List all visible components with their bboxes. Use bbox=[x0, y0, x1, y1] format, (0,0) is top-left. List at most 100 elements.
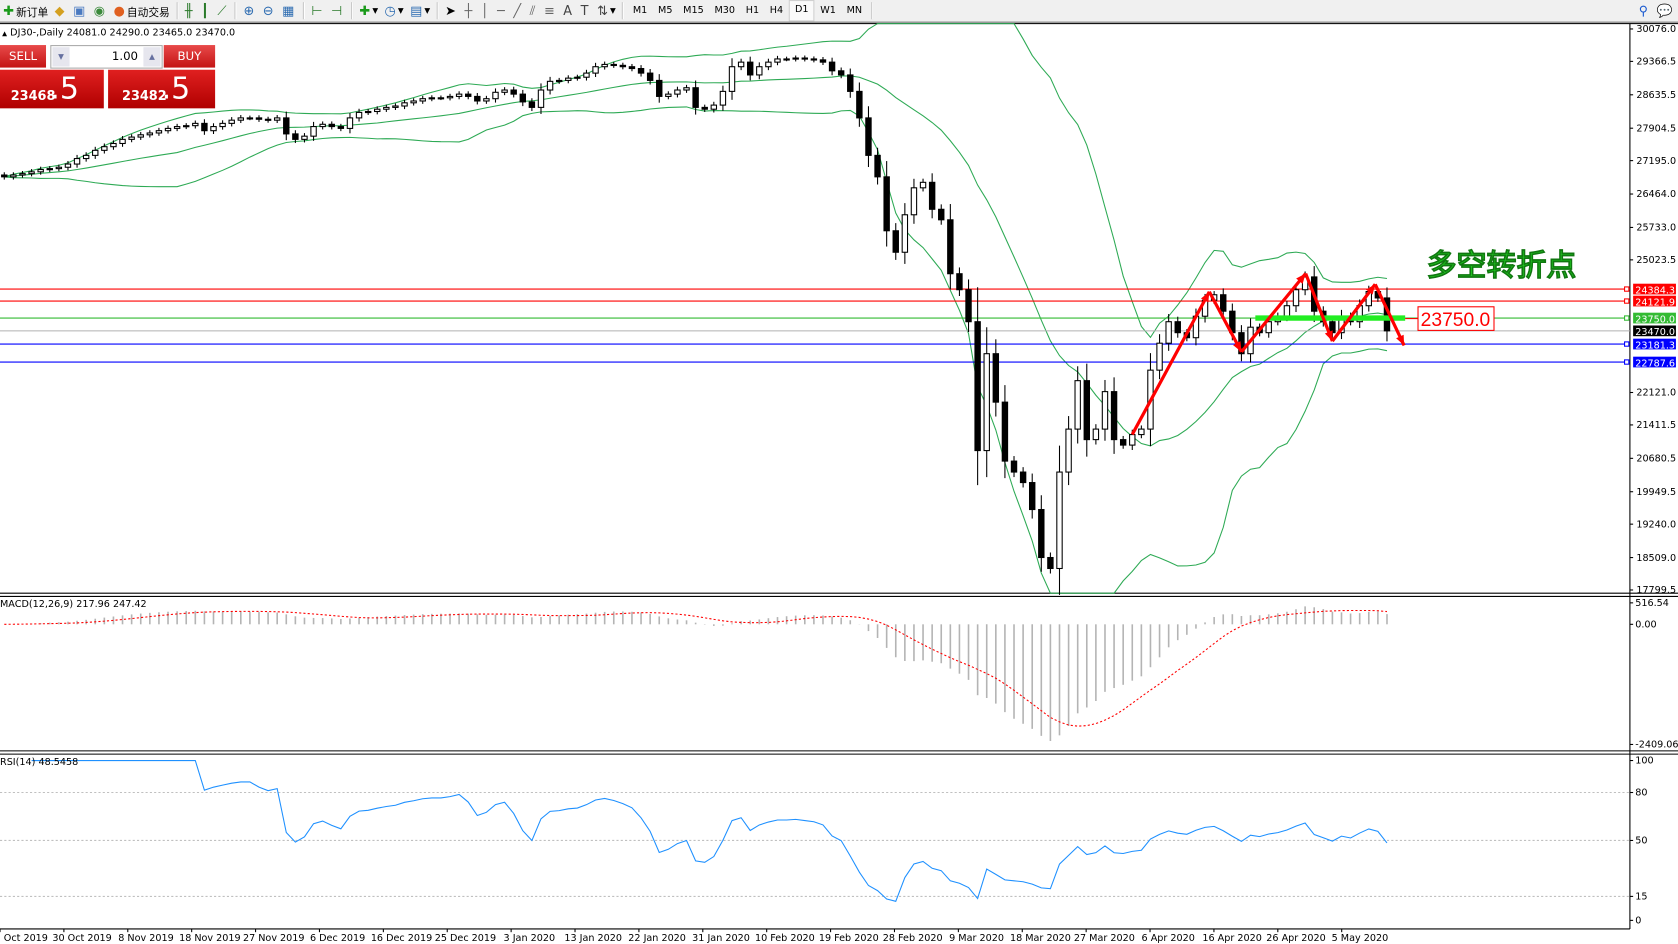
zoom-in-button[interactable]: ⊕ bbox=[240, 1, 259, 20]
candle-bull bbox=[1065, 428, 1072, 473]
buy-price-box[interactable]: 23482 .5 bbox=[108, 69, 216, 109]
lot-decrease-button[interactable]: ▼ bbox=[52, 47, 70, 67]
vertical-line-icon: │ bbox=[480, 3, 489, 19]
timeframe-m30[interactable]: M30 bbox=[714, 5, 736, 17]
navigator-button[interactable]: ▣ bbox=[70, 1, 91, 20]
candle-bull bbox=[210, 126, 217, 132]
candle-bull bbox=[310, 126, 317, 137]
crosshair-button[interactable]: ┼ bbox=[461, 1, 477, 20]
candle-bear bbox=[1001, 401, 1009, 462]
fibonacci-button[interactable]: ≡ bbox=[541, 1, 560, 20]
timeframe-m15[interactable]: M15 bbox=[683, 5, 704, 17]
tile-windows-button[interactable]: ▦ bbox=[279, 1, 300, 20]
buy-button[interactable]: BUY bbox=[163, 45, 216, 68]
candle-bull bbox=[92, 149, 99, 156]
candle-bear bbox=[837, 70, 845, 76]
candle-bull bbox=[73, 158, 81, 165]
candle-bull bbox=[483, 98, 490, 102]
zoom-out-button[interactable]: ⊖ bbox=[260, 1, 279, 20]
candle-bear bbox=[1028, 482, 1036, 511]
market-watch-button[interactable]: ◆ bbox=[51, 1, 69, 20]
candle-bull bbox=[1156, 342, 1163, 371]
trendline-button[interactable]: ╱ bbox=[510, 1, 526, 20]
candle-bear bbox=[828, 61, 836, 72]
candle-bear bbox=[892, 230, 899, 253]
lot-size-input[interactable]: ▼ 1.00 ▲ bbox=[50, 45, 163, 69]
arrow-head-icon bbox=[1296, 273, 1306, 284]
divider bbox=[436, 2, 439, 20]
candle-bull bbox=[146, 132, 154, 136]
time-axis-label: 26 Apr 2020 bbox=[1266, 933, 1325, 944]
level-handle bbox=[1624, 315, 1630, 321]
macd-signal-line bbox=[4, 609, 1388, 727]
arrows-button[interactable]: ⇅ ▼ bbox=[597, 3, 616, 19]
bar-chart-button[interactable]: ╫ bbox=[182, 1, 198, 20]
line-chart-button[interactable]: ⟋ bbox=[214, 1, 232, 20]
vertical-line-button[interactable]: │ bbox=[478, 1, 494, 20]
cursor-button[interactable]: ➤ bbox=[442, 1, 461, 20]
candle-bear bbox=[328, 123, 335, 128]
text-button[interactable]: A bbox=[560, 1, 577, 20]
level-price-tag bbox=[1633, 338, 1676, 350]
bollinger-middle-band bbox=[4, 75, 1388, 447]
time-axis-label: 27 Nov 2019 bbox=[243, 933, 305, 944]
chart-shift-button[interactable]: ⊣ bbox=[328, 1, 348, 20]
annotation-title[interactable]: 多空转折点 bbox=[1426, 248, 1577, 284]
equidistant-channel-button[interactable]: ⫽ bbox=[526, 1, 540, 20]
rsi-axis-label: 15 bbox=[1635, 892, 1647, 903]
candle-bull bbox=[82, 154, 90, 160]
cursor-icon: ➤ bbox=[445, 3, 456, 19]
sell-button[interactable]: SELL bbox=[0, 45, 47, 68]
timeframe-w1[interactable]: W1 bbox=[820, 5, 836, 17]
arrow-head-icon bbox=[1200, 291, 1210, 303]
auto-trading-button[interactable]: ● 自动交易 bbox=[113, 3, 170, 19]
level-price-label: 23181.3 bbox=[1635, 340, 1675, 351]
price-axis-label: 22121.0 bbox=[1636, 388, 1676, 399]
candle-chart-button[interactable]: ┃ bbox=[198, 1, 214, 20]
candle-bull bbox=[455, 93, 463, 97]
signals-button[interactable]: ◉ bbox=[91, 1, 111, 20]
chevron-down-icon: ▼ bbox=[58, 52, 64, 62]
timeframe-m5[interactable]: M5 bbox=[658, 5, 673, 17]
candle-bear bbox=[201, 122, 208, 132]
candle-bull bbox=[674, 89, 681, 95]
symbol-label: DJ30-,Daily bbox=[10, 27, 64, 39]
price-axis-label: 28635.5 bbox=[1636, 90, 1676, 101]
periods-button[interactable]: ◷ ▼ bbox=[384, 3, 404, 19]
collapse-icon[interactable]: ▲ bbox=[2, 30, 8, 38]
candle-bull bbox=[583, 72, 590, 78]
sell-price-box[interactable]: 23468 .5 bbox=[0, 69, 104, 109]
level-handle bbox=[1624, 341, 1630, 347]
auto-scroll-button[interactable]: ⊢ bbox=[308, 1, 328, 20]
search-button[interactable]: ⚲ bbox=[1636, 1, 1654, 20]
timeframe-m1[interactable]: M1 bbox=[632, 5, 648, 17]
time-axis-label: 3 Jan 2020 bbox=[504, 933, 556, 944]
timeframe-mn[interactable]: MN bbox=[846, 5, 863, 17]
horizontal-line-button[interactable]: ─ bbox=[494, 1, 510, 20]
horizontal-line-icon: ─ bbox=[497, 3, 505, 19]
candle-bull bbox=[728, 66, 736, 92]
candle-bull bbox=[301, 135, 308, 140]
new-order-button[interactable]: ✚ 新订单 bbox=[3, 3, 49, 19]
candle-bull bbox=[756, 66, 763, 76]
auto-scroll-icon: ⊢ bbox=[311, 3, 323, 19]
templates-button[interactable]: ▤ ▼ bbox=[410, 3, 431, 19]
level-price-label: 23470.0 bbox=[1635, 327, 1675, 338]
chat-button[interactable]: 💬 bbox=[1654, 1, 1678, 20]
timeframe-d1[interactable]: D1 bbox=[788, 0, 815, 22]
indicators-button[interactable]: ✚ ▼ bbox=[359, 3, 379, 19]
bollinger-upper-band bbox=[4, 23, 1388, 339]
timeframe-h1[interactable]: H1 bbox=[745, 5, 760, 17]
lot-increase-button[interactable]: ▲ bbox=[143, 47, 161, 67]
rsi-axis-label: 80 bbox=[1635, 788, 1647, 799]
price-axis-label: 25733.0 bbox=[1636, 223, 1676, 234]
text-label-button[interactable]: T bbox=[577, 1, 593, 20]
candle-bear bbox=[1220, 294, 1227, 312]
divider bbox=[870, 2, 873, 20]
timeframe-h4[interactable]: H4 bbox=[769, 5, 784, 17]
candle-bull bbox=[37, 168, 44, 173]
sell-price-fraction: .5 bbox=[50, 70, 79, 107]
candle-bear bbox=[856, 90, 863, 119]
candle-bull bbox=[901, 214, 909, 253]
